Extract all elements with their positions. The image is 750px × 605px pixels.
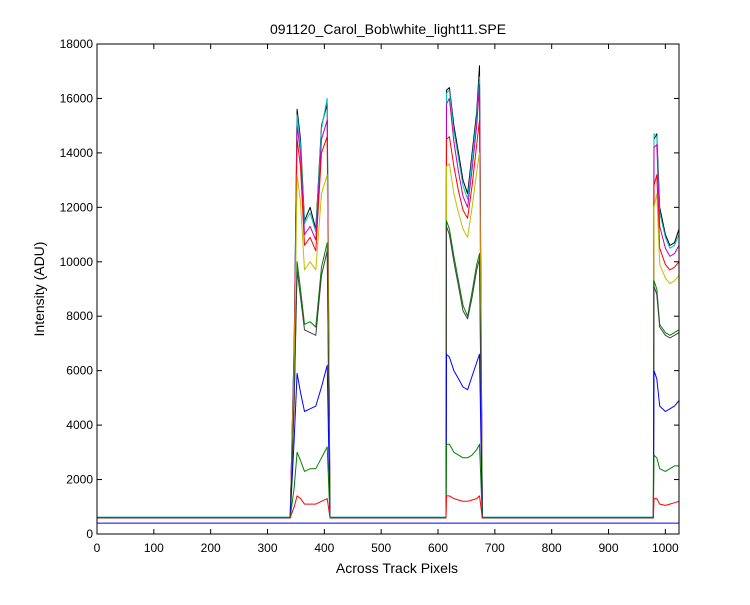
y-tick-label: 14000 bbox=[60, 146, 94, 160]
series-line-1 bbox=[97, 76, 680, 518]
y-tick-label: 10000 bbox=[60, 255, 94, 269]
x-tick-label: 200 bbox=[201, 541, 221, 555]
y-tick-label: 6000 bbox=[66, 364, 93, 378]
x-tick-label: 100 bbox=[144, 541, 164, 555]
series-layer bbox=[97, 65, 680, 524]
y-tick-label: 8000 bbox=[66, 309, 93, 323]
x-tick-label: 600 bbox=[428, 541, 448, 555]
plot-area bbox=[97, 44, 679, 534]
x-tick-label: 900 bbox=[599, 541, 619, 555]
y-tick-label: 0 bbox=[86, 527, 93, 541]
y-tick-label: 2000 bbox=[66, 473, 93, 487]
y-tick-label: 4000 bbox=[66, 418, 93, 432]
series-line-9 bbox=[97, 495, 680, 519]
x-axis-label: Across Track Pixels bbox=[336, 560, 458, 576]
x-axis: 0 100 200 300 400 500 600 700 800 900 1000 bbox=[94, 44, 679, 555]
x-tick-label: 500 bbox=[371, 541, 391, 555]
x-tick-label: 800 bbox=[542, 541, 562, 555]
y-tick-label: 12000 bbox=[60, 200, 94, 214]
axes-box bbox=[96, 43, 680, 535]
y-tick-label: 16000 bbox=[60, 91, 94, 105]
y-tick-label: 18000 bbox=[60, 37, 94, 51]
x-tick-label: 300 bbox=[257, 541, 277, 555]
x-tick-label: 700 bbox=[485, 541, 505, 555]
x-tick-label: 400 bbox=[314, 541, 334, 555]
y-axis: 0 2000 4000 6000 8000 10000 12000 14000 16000 180… bbox=[60, 37, 679, 541]
y-axis-label: Intensity (ADU) bbox=[31, 242, 47, 337]
chart-title: 091120_Carol_Bob\white_light11.SPE bbox=[270, 21, 506, 37]
x-tick-label: 0 bbox=[94, 541, 101, 555]
x-tick-label: 1000 bbox=[652, 541, 679, 555]
